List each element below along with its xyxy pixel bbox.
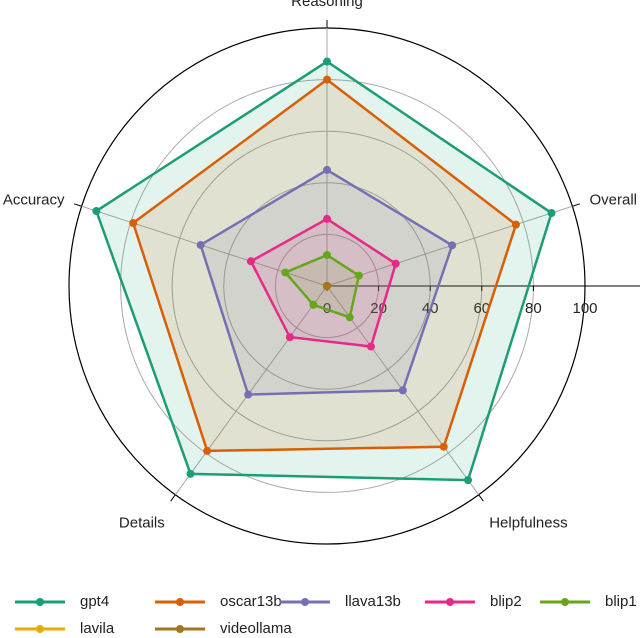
axis-tick: [572, 203, 581, 207]
series-marker: [448, 241, 457, 250]
series-marker: [323, 165, 331, 174]
series-marker: [323, 282, 331, 290]
radial-tick-label: 60: [473, 300, 490, 317]
category-label: Overall: [589, 192, 637, 209]
series-marker: [92, 207, 101, 216]
series-marker: [309, 300, 318, 309]
spoke: [174, 285, 328, 496]
series-marker: [323, 251, 331, 260]
category-label: Helpfulness: [489, 514, 567, 531]
legend-marker: [36, 625, 44, 633]
series-marker: [186, 469, 195, 478]
series-marker: [398, 386, 407, 395]
series-marker: [323, 75, 331, 84]
legend-label: lavila: [80, 620, 115, 637]
radial-tick-label: 80: [525, 300, 542, 317]
legend-marker: [176, 625, 184, 633]
series-area: [283, 253, 361, 319]
legend-label: blip1: [605, 593, 637, 610]
series-marker: [281, 268, 290, 277]
series-marker: [547, 209, 556, 218]
series-area: [249, 217, 398, 348]
radial-tick-label: 100: [572, 300, 597, 317]
series-area: [131, 78, 518, 453]
legend-label: gpt4: [80, 593, 109, 610]
series-marker: [439, 442, 448, 451]
series-marker: [285, 333, 294, 342]
axis-tick: [170, 494, 176, 502]
series-marker: [203, 446, 212, 455]
series-marker: [354, 271, 363, 280]
legend-label: oscar13b: [220, 593, 282, 610]
legend-label: blip2: [490, 593, 522, 610]
legend-marker: [446, 598, 454, 606]
legend-marker: [36, 598, 44, 606]
category-label: Details: [119, 514, 165, 531]
axis-tick: [478, 494, 484, 502]
legend-marker: [301, 598, 309, 606]
series-marker: [511, 220, 520, 229]
category-label: Accuracy: [3, 192, 65, 209]
series-marker: [366, 342, 375, 351]
legend-marker: [561, 598, 569, 606]
legend-label: videollama: [220, 620, 292, 637]
series-marker: [244, 390, 253, 399]
series-marker: [129, 219, 138, 228]
series-marker: [323, 214, 331, 223]
series-marker: [196, 240, 205, 249]
series-marker: [246, 257, 255, 266]
series-marker: [345, 313, 354, 322]
series-marker: [391, 259, 400, 268]
category-label: Reasoning: [291, 0, 363, 10]
series-marker: [323, 57, 331, 66]
legend-marker: [176, 598, 184, 606]
legend-label: llava13b: [345, 593, 401, 610]
series-marker: [464, 476, 473, 485]
axis-tick: [73, 203, 82, 207]
